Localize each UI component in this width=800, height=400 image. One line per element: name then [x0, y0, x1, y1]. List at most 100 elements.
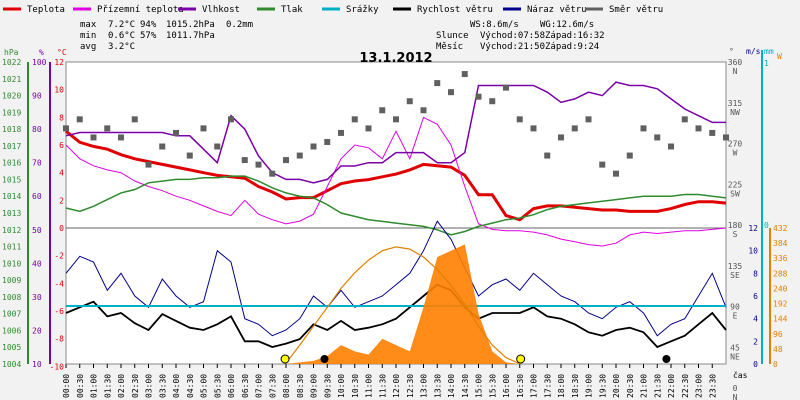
direction-tick: 315 [728, 99, 743, 108]
legend-label: Tlak [281, 5, 303, 15]
hpa-tick: 1017 [2, 142, 21, 151]
hpa-tick: 1007 [2, 310, 21, 319]
solar-tick: 432 [773, 224, 788, 233]
wind-direction-point [283, 157, 289, 164]
wind-tick: 6 [753, 292, 758, 301]
percent-tick: 60 [32, 192, 42, 201]
stat-value: 3.2°C [108, 42, 135, 52]
wind-direction-point [214, 143, 221, 150]
stat-value: 57% [140, 31, 157, 41]
wind-unit: m/s [746, 47, 761, 56]
legend-label: Rychlost větru [417, 5, 493, 15]
hpa-tick: 1020 [2, 92, 21, 101]
x-tick-label: 10:30 [351, 374, 360, 398]
x-tick-label: 19:30 [598, 374, 607, 398]
legend-label: Teplota [27, 5, 65, 15]
x-tick-label: 23:00 [695, 374, 704, 398]
x-tick-label: 05:00 [200, 374, 209, 398]
wind-direction-point [338, 129, 344, 136]
hpa-tick: 1010 [2, 259, 21, 268]
stat-value: max [80, 20, 97, 30]
series-line-teplota [65, 130, 727, 222]
wind-direction-point [489, 98, 496, 105]
sun-label: Slunce [436, 31, 469, 41]
wind-direction-point [90, 134, 97, 141]
x-tick-label: 16:00 [502, 374, 511, 398]
celsius-unit: °C [57, 48, 67, 57]
hpa-tick: 1012 [2, 226, 21, 235]
hpa-tick: 1015 [2, 175, 21, 184]
direction-name: E [733, 312, 738, 321]
solar-tick: 96 [773, 330, 783, 339]
plot-area [65, 61, 727, 365]
wind-direction-point [558, 134, 564, 141]
x-tick-label: 01:30 [103, 374, 112, 398]
chart-title: 13.1.2012 [359, 51, 432, 66]
wind-direction-point [723, 134, 729, 141]
x-tick-label: 18:00 [557, 374, 566, 398]
legend-label: Vlhkost [202, 5, 240, 15]
wind-direction-point [269, 170, 276, 177]
solar-tick: 288 [773, 269, 788, 278]
hpa-tick: 1016 [2, 159, 21, 168]
series-line-teoretické-záření [284, 246, 521, 365]
x-tick-label: 15:00 [475, 374, 484, 398]
stat-value: 7.2°C [108, 20, 135, 30]
solar-tick: 240 [773, 284, 788, 293]
stat-value: min [80, 31, 96, 41]
wind-direction-point [668, 143, 674, 150]
solar-unit: W [777, 52, 782, 61]
wind-direction-point [571, 125, 578, 132]
x-tick-label: 02:30 [131, 374, 140, 398]
wind-direction-point [186, 152, 193, 159]
sunrise: Východ:07:58 [480, 31, 545, 41]
wind-direction-point [131, 116, 138, 123]
x-tick-label: 23:30 [708, 374, 717, 398]
celsius-tick: 2 [59, 196, 64, 205]
direction-name: NW [730, 108, 740, 117]
direction-tick: 180 [728, 221, 743, 230]
stat-value: 0.6°C [108, 31, 135, 41]
x-tick-label: 05:30 [213, 374, 222, 398]
x-tick-label: 15:30 [488, 374, 497, 398]
direction-name: NE [730, 352, 740, 361]
direction-tick: 225 [728, 180, 743, 189]
wind-direction-point [681, 116, 688, 123]
celsius-tick: 12 [54, 58, 64, 67]
wind-direction-point [159, 143, 166, 150]
legend-label: Přízemní teplota [97, 5, 184, 15]
wind-direction-point [393, 116, 399, 123]
direction-name: N [733, 393, 738, 400]
x-tick-label: 04:00 [172, 374, 181, 398]
wind-direction-point [310, 143, 317, 150]
x-tick-label: 19:00 [585, 374, 594, 398]
x-tick-label: 06:30 [241, 374, 250, 398]
wind-direction-point [503, 84, 509, 91]
legend-label: Směr větru [609, 5, 663, 15]
wind-direction-point [379, 107, 386, 114]
wind-direction-point [173, 129, 179, 136]
solar-tick: 48 [773, 345, 783, 354]
wind-direction-point [76, 116, 83, 123]
direction-unit: ° [729, 47, 734, 56]
direction-name: N [733, 67, 738, 76]
stat-value: avg [80, 42, 96, 52]
wind-direction-point [200, 125, 207, 132]
x-tick-label: 21:30 [653, 374, 662, 398]
stat-value: 0.2mm [226, 20, 253, 30]
celsius-tick: 4 [59, 169, 64, 178]
x-tick-label: 04:30 [186, 374, 195, 398]
hpa-tick: 1006 [2, 326, 21, 335]
direction-name: W [733, 149, 738, 158]
wind-direction-point [434, 80, 441, 87]
wind-direction-point [228, 116, 234, 123]
x-tick-label: 21:00 [640, 374, 649, 398]
hpa-tick: 1018 [2, 125, 21, 134]
direction-name: S [733, 230, 738, 239]
legend-label: Srážky [346, 5, 379, 15]
celsius-tick: -4 [54, 279, 64, 288]
wind-direction-point [63, 125, 69, 132]
x-tick-label: 16:30 [516, 374, 525, 398]
hpa-tick: 1009 [2, 276, 21, 285]
x-tick-label: 12:00 [392, 374, 401, 398]
